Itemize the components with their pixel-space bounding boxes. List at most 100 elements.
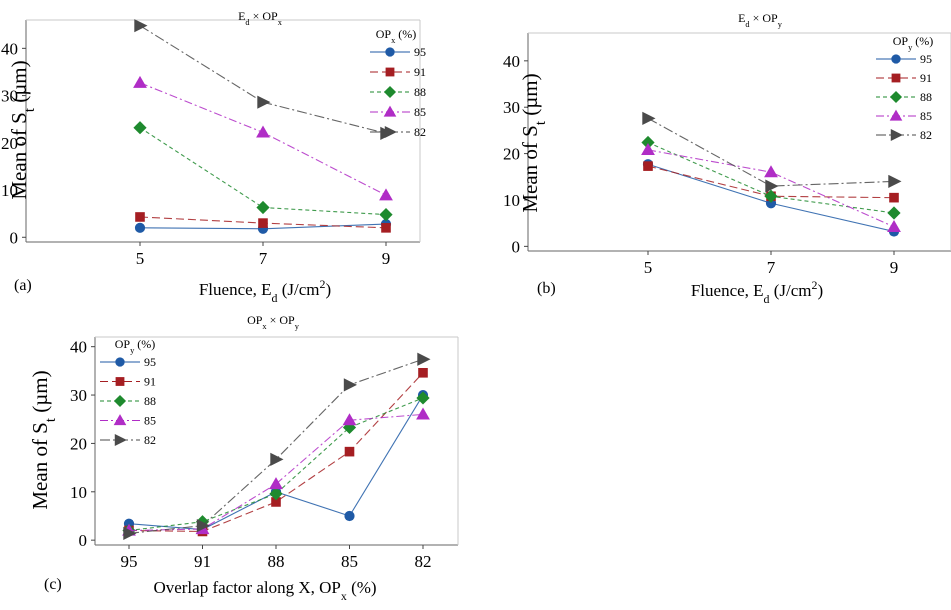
legend-label-95: 95 — [144, 355, 156, 369]
data-point-88-5 — [133, 121, 147, 135]
series-line-82 — [139, 25, 387, 134]
legend-marker-91 — [385, 67, 395, 77]
data-point-82-82 — [417, 352, 431, 366]
data-point-85-9 — [887, 219, 901, 232]
data-point-88-9 — [887, 206, 901, 220]
data-point-85-82 — [416, 407, 430, 420]
y-tick-label: 0 — [512, 237, 521, 256]
data-point-82-88 — [270, 452, 284, 466]
series-line-82 — [128, 358, 424, 534]
data-point-82-95 — [123, 526, 137, 540]
data-point-95-5 — [134, 222, 146, 233]
legend-label-82: 82 — [920, 128, 932, 142]
chart-title: Ed × OPx — [238, 9, 283, 27]
legend-marker-91 — [891, 73, 901, 83]
legend-marker-82 — [384, 125, 397, 139]
legend-marker-88 — [113, 394, 127, 408]
legend-marker-82 — [890, 128, 903, 142]
x-tick-label: 5 — [136, 249, 145, 268]
legend-marker-88 — [383, 85, 397, 99]
data-point-82-5 — [134, 19, 148, 33]
panel-c: 0 10 20 30 40 95 91 88 85 82 OPx × OPy Mean of St (… — [28, 313, 459, 603]
legend: OPy (%)95 91 88 85 82 — [100, 337, 156, 447]
data-point-85-5 — [133, 75, 147, 88]
x-tick-label: 95 — [121, 552, 138, 571]
chart-title: Ed × OPy — [738, 11, 783, 29]
legend-label-88: 88 — [920, 90, 932, 104]
chart-title: OPx × OPy — [247, 313, 300, 331]
x-tick-label: 9 — [382, 249, 391, 268]
legend-label-91: 91 — [414, 65, 426, 79]
legend-marker-95 — [115, 357, 125, 367]
legend-label-88: 88 — [414, 85, 426, 99]
data-point-88-91 — [195, 515, 210, 529]
data-point-85-7 — [256, 125, 270, 138]
data-point-91-5 — [643, 161, 653, 171]
data-point-91-85 — [344, 446, 355, 457]
series-line-88 — [128, 397, 424, 532]
series-line-91 — [128, 372, 424, 533]
x-tick-label: 7 — [259, 249, 268, 268]
y-tick-label: 30 — [503, 98, 520, 117]
panel-a: 0 10 20 30 40 5 7 9 Ed × OPx Mean of St (µm) Fluen… — [1, 9, 426, 305]
legend-title: OPx (%) — [376, 27, 417, 45]
data-point-91-9 — [889, 192, 899, 203]
x-tick-label: 91 — [194, 552, 211, 571]
x-tick-label: 5 — [644, 258, 653, 277]
y-tick-label: 40 — [70, 338, 87, 357]
legend-marker-82 — [114, 433, 127, 447]
y-tick-label: 30 — [1, 87, 18, 106]
data-point-95-85 — [344, 510, 355, 522]
x-tick-label: 88 — [268, 552, 285, 571]
y-tick-label: 10 — [70, 483, 87, 502]
data-point-85-5 — [641, 142, 655, 155]
legend-title: OPy (%) — [115, 337, 156, 355]
data-point-91-9 — [381, 223, 391, 233]
panel-b: 0 10 20 30 40 5 7 9 Ed × OPy Mean of St (µm) Fluen… — [503, 11, 951, 306]
data-point-85-85 — [342, 413, 357, 426]
y-axis-label: Mean of St (µm) — [28, 370, 59, 509]
panel-label: (b) — [537, 280, 556, 297]
x-tick-label: 9 — [890, 258, 899, 277]
legend-marker-88 — [889, 90, 903, 104]
y-tick-label: 30 — [70, 386, 87, 405]
y-axis-label: Mean of St (µm) — [7, 60, 38, 199]
legend-label-91: 91 — [920, 71, 932, 85]
x-tick-label: 7 — [767, 258, 776, 277]
panel-label: (a) — [14, 277, 32, 294]
data-point-82-7 — [257, 95, 271, 109]
legend: OPx (%)95 91 88 85 82 — [370, 27, 426, 139]
y-tick-label: 20 — [1, 134, 18, 153]
legend-label-95: 95 — [414, 45, 426, 59]
data-point-91-7 — [258, 218, 268, 228]
data-point-91-5 — [135, 212, 145, 222]
legend-label-88: 88 — [144, 394, 156, 408]
legend-label-82: 82 — [144, 433, 156, 447]
y-tick-label: 10 — [503, 191, 520, 210]
data-point-82-9 — [888, 174, 902, 189]
data-point-82-85 — [343, 378, 357, 392]
legend-marker-95 — [385, 47, 395, 57]
y-tick-label: 0 — [79, 531, 88, 550]
data-point-88-7 — [256, 200, 270, 215]
data-point-91-82 — [418, 367, 428, 378]
legend-marker-85 — [889, 109, 903, 121]
data-point-82-5 — [642, 111, 656, 125]
y-tick-label: 10 — [1, 181, 18, 200]
legend-label-82: 82 — [414, 125, 426, 139]
data-point-88-88 — [269, 487, 283, 501]
legend-label-85: 85 — [144, 414, 156, 428]
legend-label-85: 85 — [920, 109, 932, 123]
legend-title: OPy (%) — [893, 34, 934, 52]
data-point-85-9 — [379, 188, 393, 201]
legend-label-95: 95 — [920, 52, 932, 66]
x-axis-label: Fluence, Ed (J/cm2) — [199, 277, 331, 305]
y-tick-label: 40 — [503, 52, 520, 71]
x-axis-label: Fluence, Ed (J/cm2) — [691, 278, 823, 306]
legend-label-91: 91 — [144, 375, 156, 389]
legend-marker-85 — [113, 414, 127, 426]
y-tick-label: 40 — [1, 39, 18, 58]
data-point-88-7 — [764, 189, 778, 203]
legend-marker-85 — [383, 105, 397, 117]
